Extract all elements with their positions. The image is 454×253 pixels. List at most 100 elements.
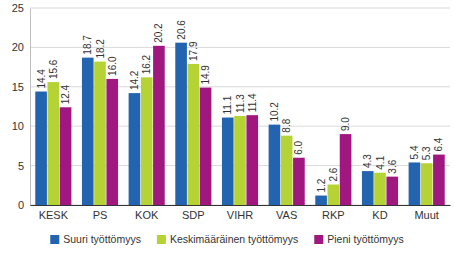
bar [35, 92, 47, 205]
legend-swatch [50, 235, 59, 244]
bar [269, 125, 281, 205]
y-tick: 25 [12, 2, 30, 14]
x-tick: VAS [276, 205, 297, 221]
data-label: 11.4 [247, 93, 258, 112]
bar [328, 185, 340, 205]
bar [82, 58, 94, 205]
y-tick: 15 [12, 81, 30, 93]
data-label: 5.3 [421, 146, 432, 160]
legend: Suuri työttömyys Keskimääräinen työttömyy… [50, 233, 403, 245]
legend-label: Pieni työttömyys [327, 233, 403, 245]
grid [30, 8, 450, 205]
x-tick: KESK [39, 205, 69, 221]
data-label: 18.2 [95, 39, 106, 59]
data-label: 14.4 [36, 69, 47, 89]
data-label: 3.6 [387, 159, 398, 173]
y-tick: 20 [12, 41, 30, 53]
bar [94, 62, 106, 205]
data-label: 4.3 [362, 154, 373, 168]
x-tick-label: KOK [135, 209, 159, 221]
x-axis: KESK PS KOK SDP VIHR VAS RKP KD Muut [31, 205, 451, 221]
x-tick-label: PS [93, 209, 108, 221]
data-label: 10.2 [269, 102, 280, 122]
x-tick: SDP [182, 205, 205, 221]
bar-series [35, 43, 420, 205]
bar [129, 93, 141, 205]
bar [421, 163, 433, 205]
legend-swatch [314, 235, 323, 244]
bar [234, 116, 246, 205]
bar [293, 158, 305, 205]
x-tick-label: VIHR [227, 209, 253, 221]
bar [315, 196, 327, 205]
chart: 0 5 10 15 20 25 KESK PS KOK SDP VIHR VAS RKP KD Muut 14… [0, 0, 454, 253]
bar [281, 136, 293, 205]
y-tick-label: 20 [12, 41, 24, 53]
x-tick-label: KESK [39, 209, 69, 221]
y-tick-label: 25 [12, 2, 24, 14]
data-label: 12.4 [60, 84, 71, 104]
legend-label: Keskimääräinen työttömyys [170, 233, 298, 245]
data-label: 11.3 [235, 94, 246, 113]
y-tick: 0 [18, 199, 30, 211]
x-tick: Muut [414, 205, 438, 221]
y-tick-label: 0 [18, 199, 24, 211]
data-label: 1.2 [316, 178, 327, 192]
data-label: 15.6 [48, 59, 59, 79]
bar [141, 77, 153, 205]
data-label: 20.2 [153, 23, 164, 43]
y-axis: 0 5 10 15 20 25 [12, 2, 31, 211]
bar [60, 107, 72, 205]
bar [433, 155, 445, 205]
bar [374, 173, 386, 205]
x-tick-label: SDP [182, 209, 205, 221]
x-tick: VIHR [227, 205, 253, 221]
data-label: 17.9 [188, 41, 199, 61]
legend-item: Pieni työttömyys [314, 233, 403, 245]
y-tick-label: 10 [12, 120, 24, 132]
bars [35, 43, 444, 205]
x-tick: KOK [135, 205, 159, 221]
bar [246, 115, 258, 205]
y-axis-line [30, 9, 31, 206]
legend-item: Keskimääräinen työttömyys [157, 233, 298, 245]
data-label: 9.0 [340, 117, 351, 131]
legend-item: Suuri työttömyys [50, 233, 141, 245]
grid-line [30, 8, 450, 9]
y-tick-label: 5 [18, 160, 24, 172]
data-label: 14.9 [200, 65, 211, 85]
bar [340, 134, 352, 205]
x-tick-label: VAS [276, 209, 297, 221]
bar-series [48, 62, 433, 205]
data-label: 2.6 [328, 167, 339, 181]
data-labels: 14.418.714.220.611.110.21.24.35.415.618.… [36, 20, 445, 193]
data-label: 16.0 [107, 56, 118, 76]
y-tick-label: 15 [12, 81, 24, 93]
x-tick-label: KD [372, 209, 387, 221]
bar [175, 43, 187, 205]
bar [362, 171, 374, 205]
y-tick: 10 [12, 120, 30, 132]
bar [386, 177, 398, 205]
legend-label: Suuri työttömyys [63, 233, 141, 245]
data-label: 6.0 [293, 140, 304, 154]
bar [106, 79, 118, 205]
data-label: 6.4 [433, 137, 444, 151]
x-tick: RKP [322, 205, 345, 221]
data-label: 4.1 [375, 155, 386, 169]
bar-series [60, 46, 445, 205]
data-label: 11.1 [222, 95, 233, 114]
x-tick-label: RKP [322, 209, 345, 221]
bar [409, 162, 421, 205]
x-tick-label: Muut [414, 209, 438, 221]
bar [222, 118, 234, 205]
bar [153, 46, 165, 205]
x-tick: PS [93, 205, 108, 221]
bar [48, 82, 60, 205]
data-label: 16.2 [141, 54, 152, 74]
data-label: 20.6 [176, 20, 187, 40]
bar [188, 64, 200, 205]
data-label: 14.2 [129, 70, 140, 90]
bar [200, 88, 212, 205]
y-tick: 5 [18, 160, 30, 172]
